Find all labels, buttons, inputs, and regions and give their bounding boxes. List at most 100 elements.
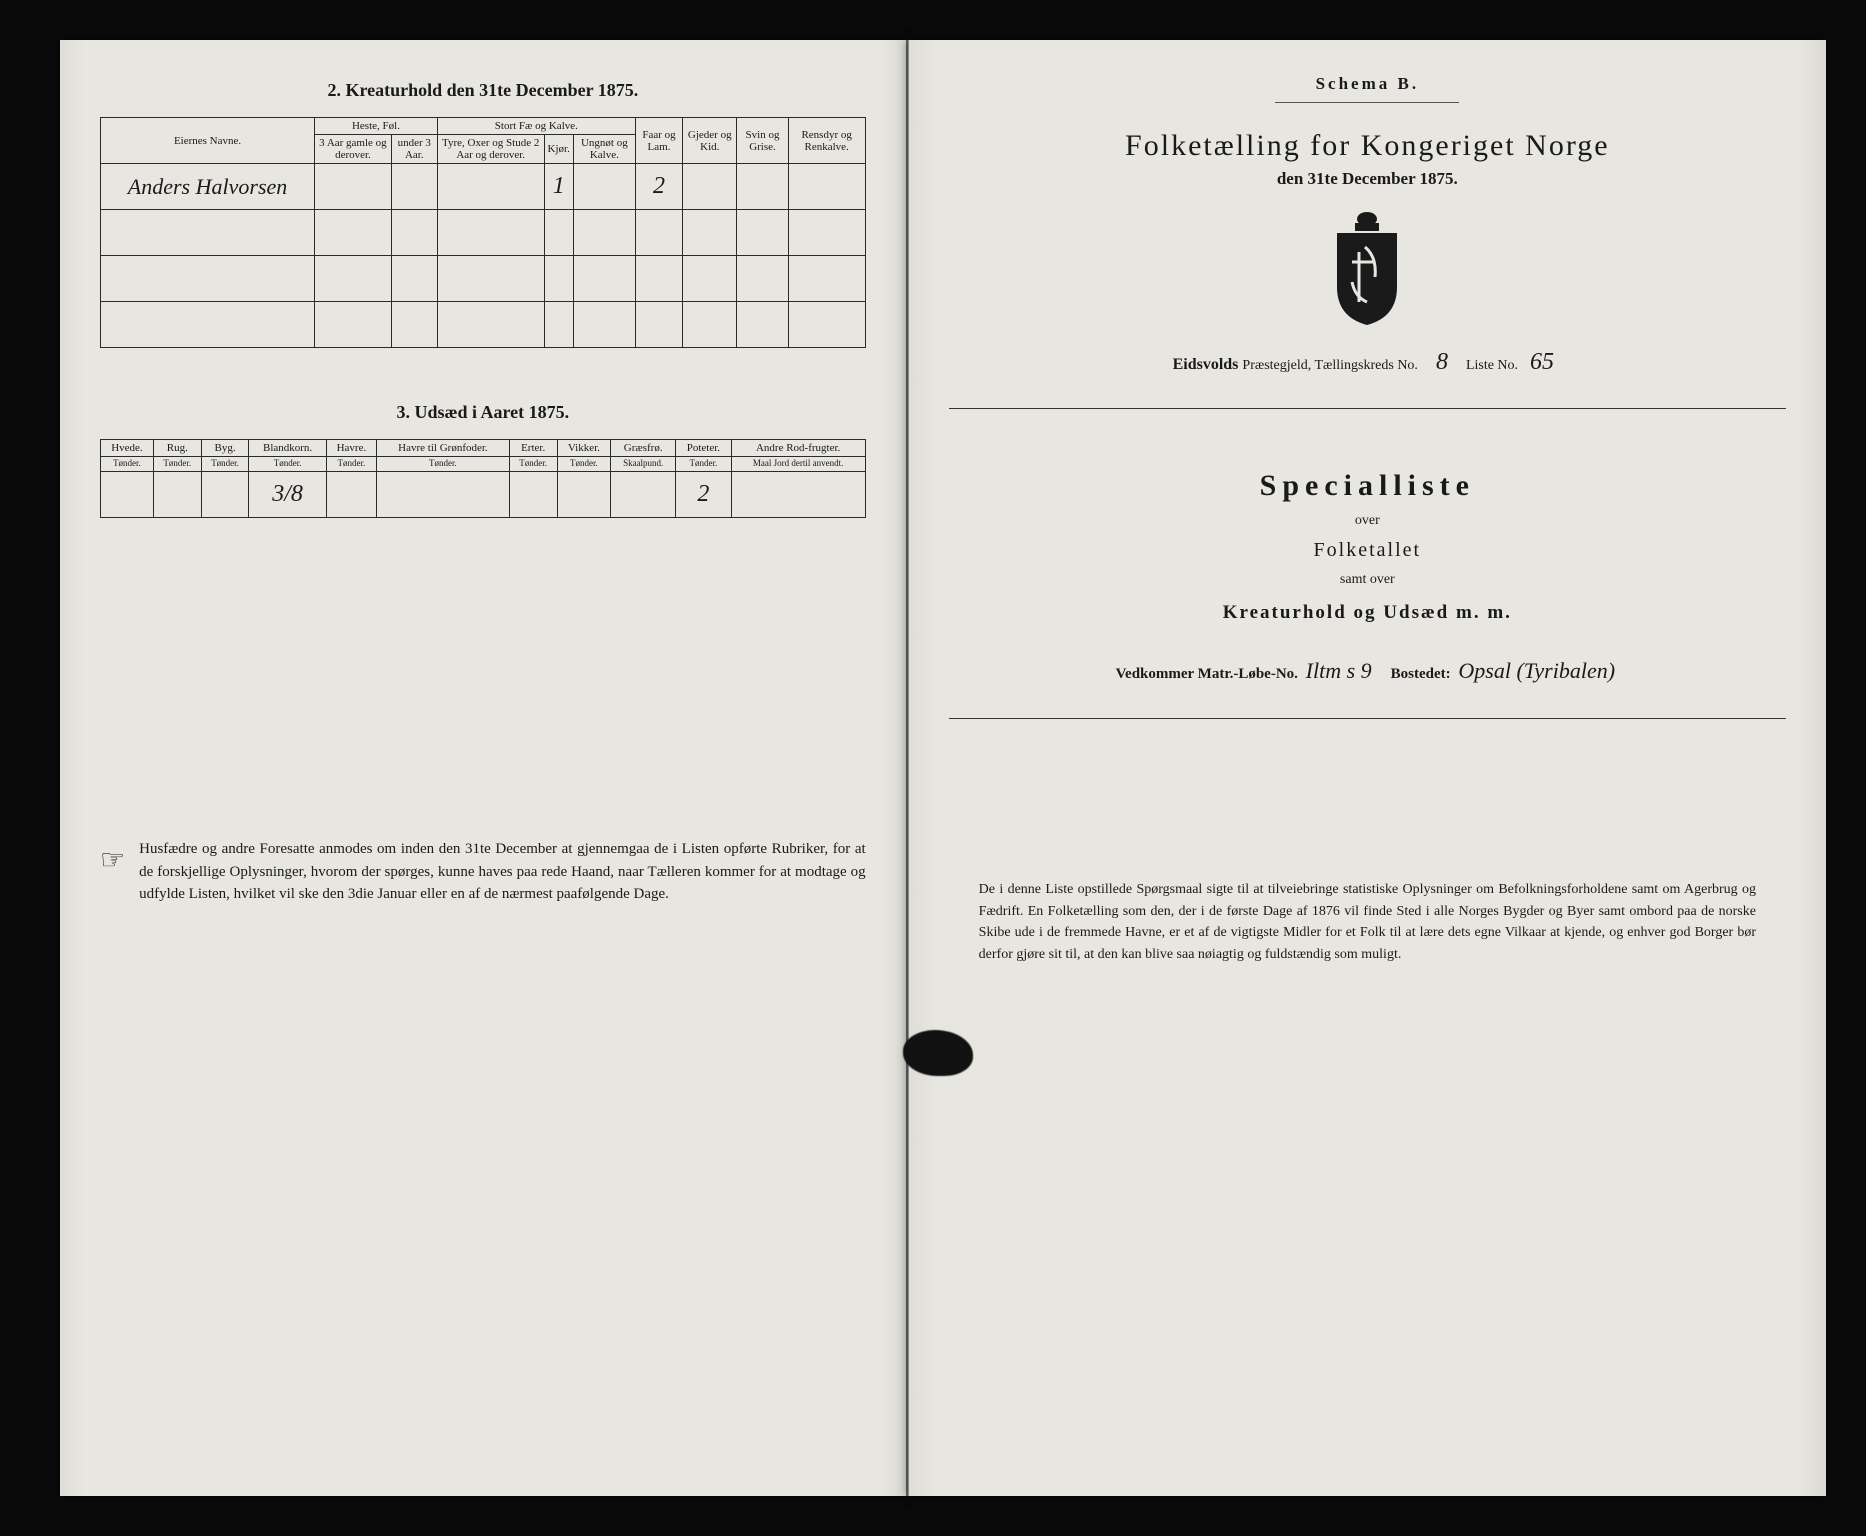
- liste-no: 65: [1522, 349, 1562, 376]
- value-cell: [737, 210, 788, 256]
- value-cell: [737, 302, 788, 348]
- unit-havreg: Tønder.: [377, 457, 510, 472]
- col-heste2: under 3 Aar.: [391, 135, 437, 164]
- value-cell: 1: [544, 164, 573, 210]
- value-cell: [573, 164, 635, 210]
- value-cell: [557, 472, 611, 518]
- col-stort3: Ungnøt og Kalve.: [573, 135, 635, 164]
- unit-pot: Tønder.: [676, 457, 731, 472]
- spec-samt: samt over: [949, 572, 1786, 588]
- divider: [949, 408, 1786, 409]
- kreds-no: 8: [1422, 349, 1462, 376]
- main-title: Folketælling for Kongeriget Norge: [949, 129, 1786, 163]
- value-cell: [437, 210, 544, 256]
- vedkommer-line: Vedkommer Matr.-Løbe-No. Iltm s 9 Bosted…: [949, 658, 1786, 684]
- ink-blot: [903, 1030, 973, 1076]
- unit-havre: Tønder.: [326, 457, 376, 472]
- col-bland: Blandkorn.: [249, 440, 326, 457]
- col-havre: Havre.: [326, 440, 376, 457]
- pointing-hand-icon: ☞: [100, 838, 125, 906]
- col-graes: Græsfrø.: [611, 440, 676, 457]
- divider: [949, 718, 1786, 719]
- value-cell: [683, 256, 737, 302]
- value-cell: [315, 164, 392, 210]
- value-cell: [573, 302, 635, 348]
- liste-label: Liste No.: [1466, 358, 1518, 373]
- col-owner: Eiernes Navne.: [101, 118, 315, 164]
- value-cell: [611, 472, 676, 518]
- table-row: [101, 302, 866, 348]
- unit-graes: Skaalpund.: [611, 457, 676, 472]
- table-row: Anders Halvorsen 1 2: [101, 164, 866, 210]
- col-stort2: Kjør.: [544, 135, 573, 164]
- value-cell: [391, 302, 437, 348]
- value-cell: [635, 210, 682, 256]
- owner-cell: [101, 302, 315, 348]
- value-cell: [437, 164, 544, 210]
- census-date: den 31te December 1875.: [949, 169, 1786, 189]
- value-cell: [391, 256, 437, 302]
- owner-cell: Anders Halvorsen: [101, 164, 315, 210]
- unit-bland: Tønder.: [249, 457, 326, 472]
- col-faar: Faar og Lam.: [635, 118, 682, 164]
- unit-byg: Tønder.: [201, 457, 249, 472]
- unit-hvede: Tønder.: [101, 457, 154, 472]
- seed-table: Hvede.Rug.Byg.Blandkorn.Havre.Havre til …: [100, 439, 866, 518]
- col-havreg: Havre til Grønfoder.: [377, 440, 510, 457]
- col-svin: Svin og Grise.: [737, 118, 788, 164]
- livestock-table: Eiernes Navne. Heste, Føl. Stort Fæ og K…: [100, 117, 866, 348]
- value-cell: 2: [635, 164, 682, 210]
- value-cell: [391, 210, 437, 256]
- value-cell: [437, 256, 544, 302]
- left-page: 2. Kreaturhold den 31te December 1875. E…: [60, 40, 908, 1496]
- instruction-block: ☞ Husfædre og andre Foresatte anmodes om…: [100, 838, 866, 906]
- col-gjed: Gjeder og Kid.: [683, 118, 737, 164]
- coat-of-arms-icon: [1317, 207, 1417, 327]
- value-cell: [683, 302, 737, 348]
- unit-erter: Tønder.: [509, 457, 557, 472]
- value-cell: [683, 164, 737, 210]
- unit-rug: Tønder.: [153, 457, 201, 472]
- instruction-text: Husfædre og andre Foresatte anmodes om i…: [139, 838, 866, 906]
- bottom-paragraph: De i denne Liste opstillede Spørgsmaal s…: [949, 879, 1786, 966]
- value-cell: [544, 302, 573, 348]
- matr-no: Iltm s 9: [1302, 658, 1376, 683]
- unit-andre: Maal Jord dertil anvendt.: [731, 457, 865, 472]
- value-cell: [788, 256, 865, 302]
- value-cell: [437, 302, 544, 348]
- value-cell: [737, 256, 788, 302]
- col-hvede: Hvede.: [101, 440, 154, 457]
- value-cell: [573, 210, 635, 256]
- bosted: Opsal (Tyribalen): [1454, 658, 1619, 683]
- col-byg: Byg.: [201, 440, 249, 457]
- col-stort1: Tyre, Oxer og Stude 2 Aar og derover.: [437, 135, 544, 164]
- value-cell: [788, 210, 865, 256]
- value-cell: [683, 210, 737, 256]
- value-cell: 3/8: [249, 472, 326, 518]
- spec-kreaturhold: Kreaturhold og Udsæd m. m.: [949, 602, 1786, 624]
- col-rens: Rensdyr og Renkalve.: [788, 118, 865, 164]
- value-cell: [635, 302, 682, 348]
- specialliste-title: Specialliste: [949, 469, 1786, 503]
- vedk-label2: Bostedet:: [1391, 666, 1451, 682]
- col-andre: Andre Rod-frugter.: [731, 440, 865, 457]
- table-row: [101, 210, 866, 256]
- value-cell: [391, 164, 437, 210]
- document-spread: 2. Kreaturhold den 31te December 1875. E…: [60, 40, 1826, 1496]
- value-cell: [544, 210, 573, 256]
- col-rug: Rug.: [153, 440, 201, 457]
- divider: [1275, 102, 1459, 103]
- col-erter: Erter.: [509, 440, 557, 457]
- value-cell: [788, 302, 865, 348]
- value-cell: [315, 302, 392, 348]
- owner-cell: [101, 210, 315, 256]
- value-cell: [101, 472, 154, 518]
- grp-heste: Heste, Føl.: [315, 118, 438, 135]
- value-cell: [326, 472, 376, 518]
- value-cell: [573, 256, 635, 302]
- right-page: Schema B. Folketælling for Kongeriget No…: [908, 40, 1826, 1496]
- value-cell: [788, 164, 865, 210]
- owner-cell: [101, 256, 315, 302]
- section2-title: 2. Kreaturhold den 31te December 1875.: [100, 80, 866, 101]
- value-cell: [315, 256, 392, 302]
